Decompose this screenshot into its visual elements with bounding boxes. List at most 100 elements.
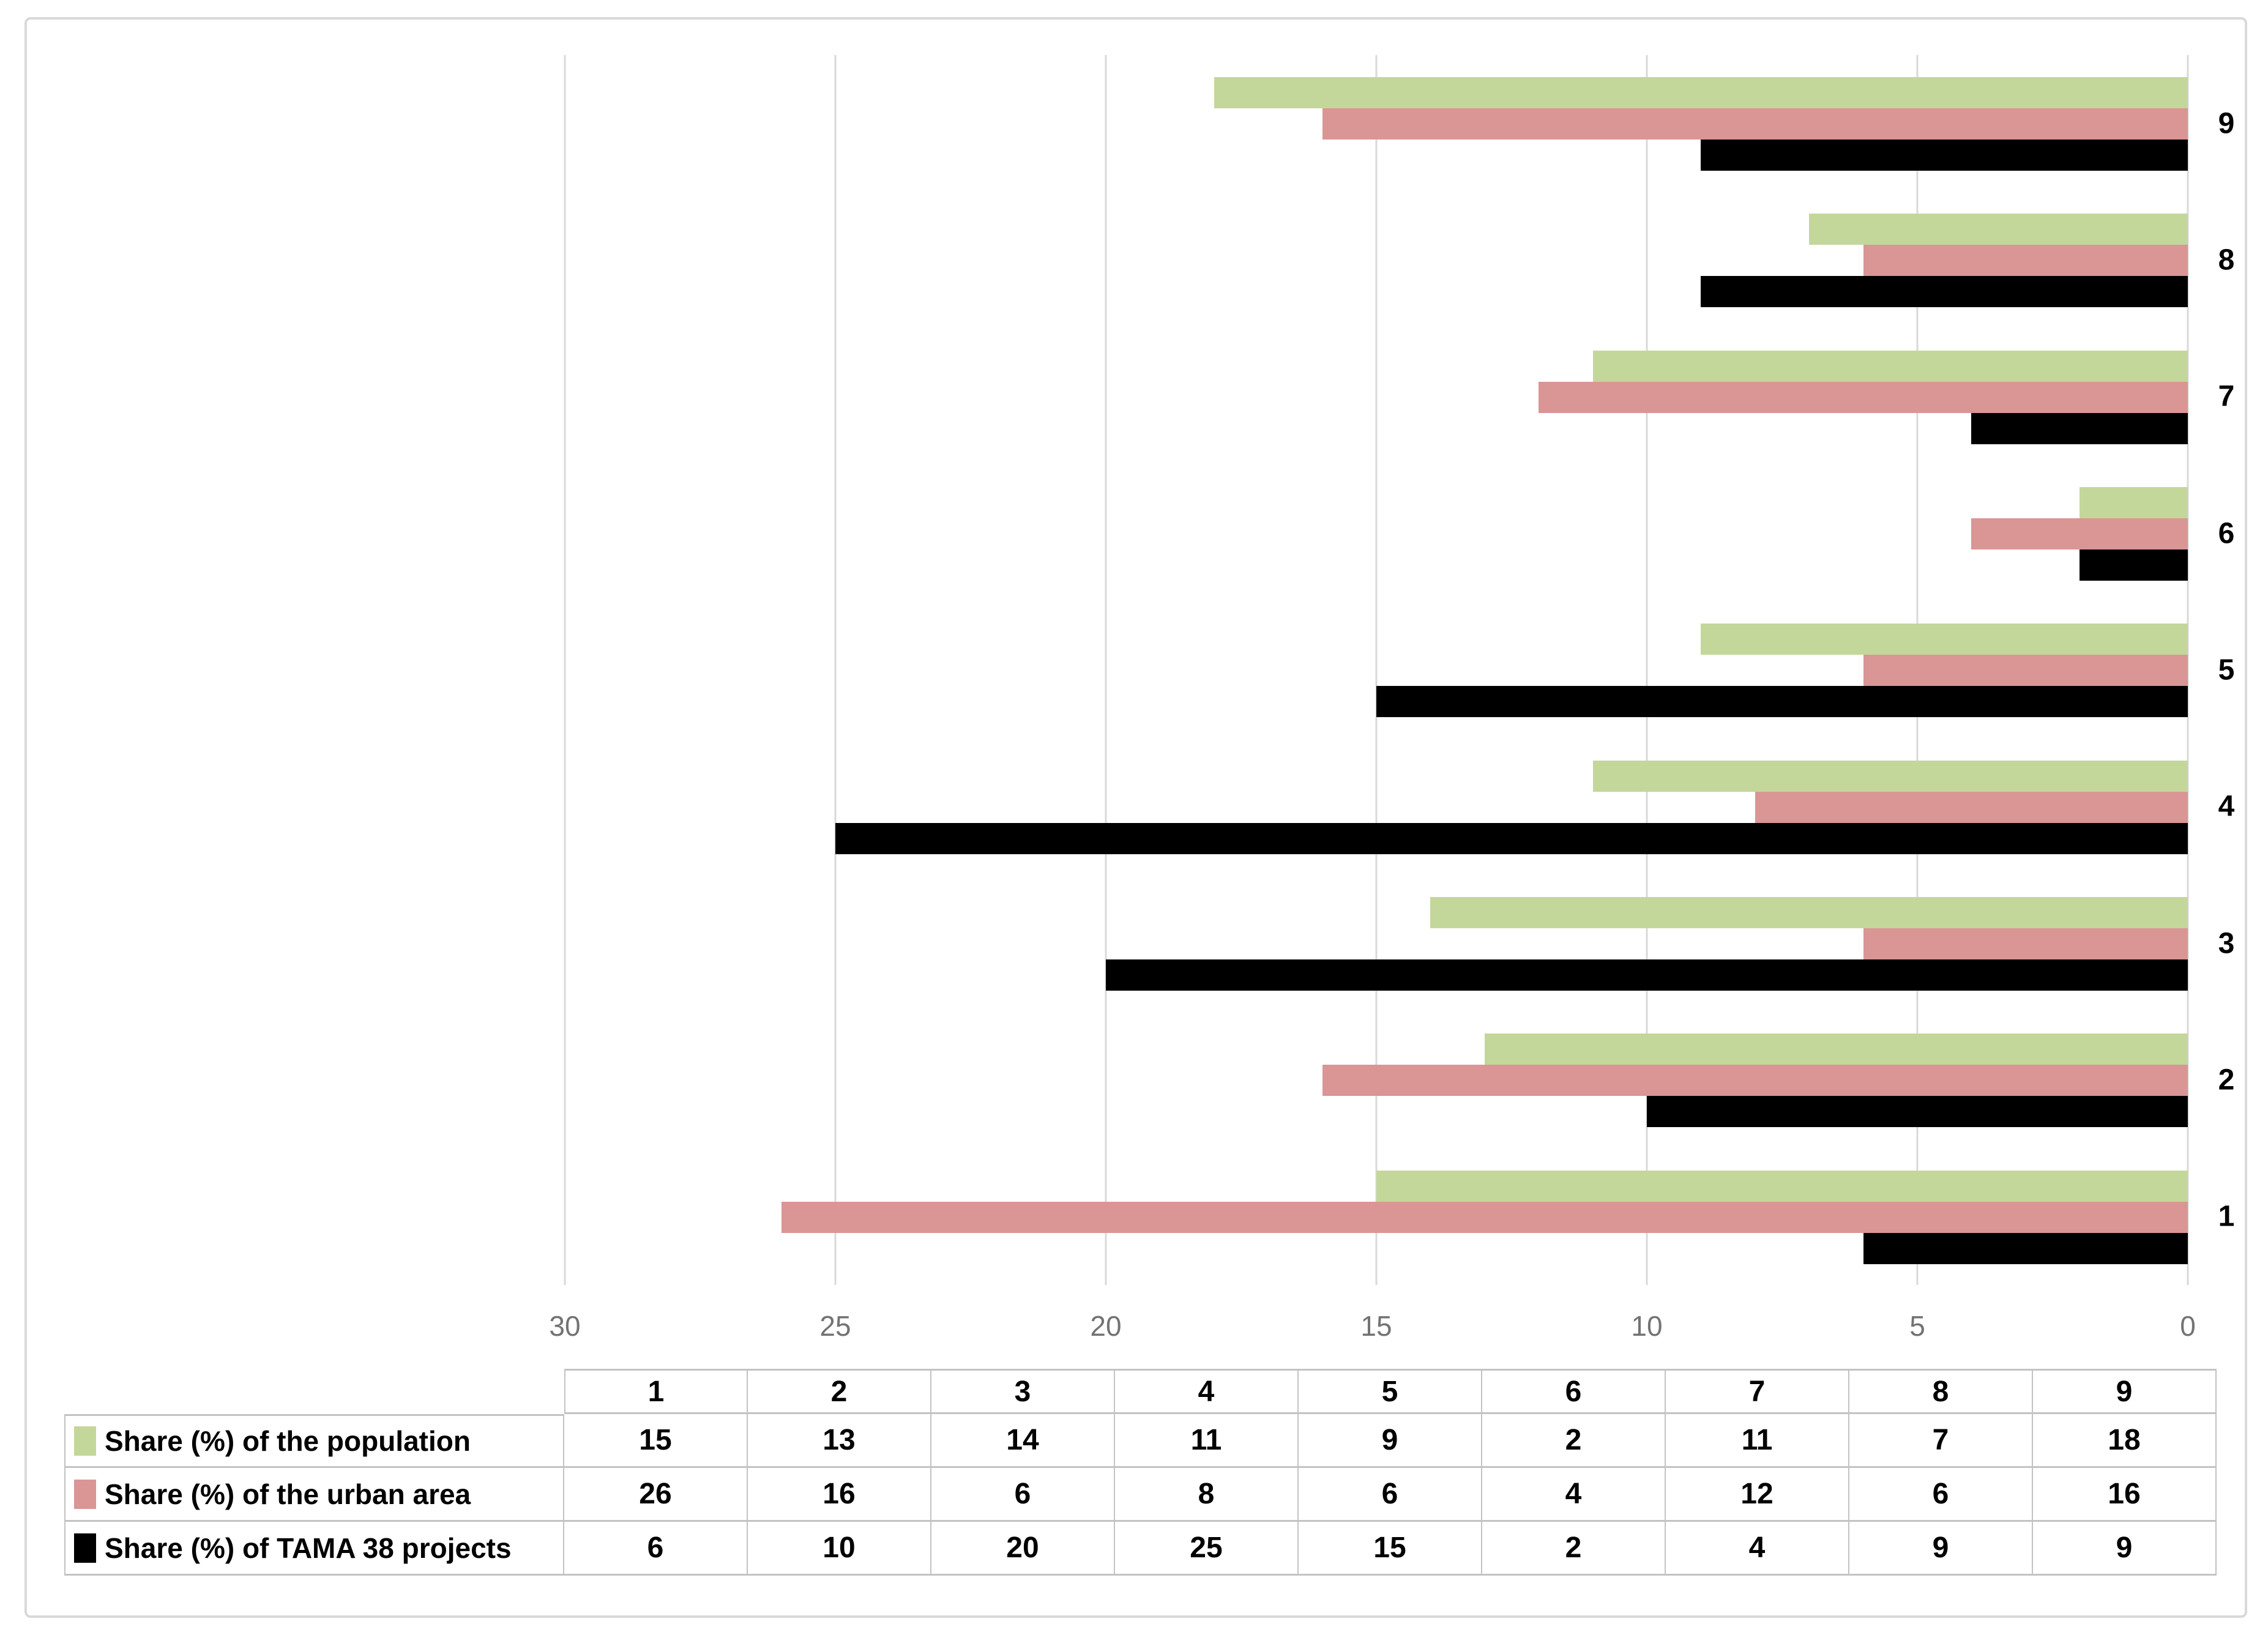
value-tick-label-15: 15 <box>1360 1310 1392 1342</box>
bar-series3-category4 <box>835 822 2188 854</box>
bar-series1-category4 <box>1592 760 2188 792</box>
table-value-cell-series2-category7: 12 <box>1666 1468 1849 1522</box>
series-name-label: Share (%) of TAMA 38 projects <box>105 1532 512 1564</box>
bar-series2-category1 <box>781 1201 2188 1233</box>
category-label-2: 2 <box>2218 1063 2235 1097</box>
bar-series2-category2 <box>1322 1065 2188 1097</box>
table-value-cell-series1-category1: 15 <box>564 1414 748 1468</box>
legend-swatch-series2 <box>74 1479 96 1509</box>
value-tick-label-5: 5 <box>1909 1310 1925 1342</box>
bar-series1-category8 <box>1809 214 2188 245</box>
bar-series2-category4 <box>1755 791 2188 823</box>
legend-swatch-series3 <box>74 1533 96 1563</box>
data-table-with-legend: 1 2 3 4 5 6 7 8 9 Share (%) of the population 15 13… <box>64 1369 2217 1576</box>
bar-series1-category5 <box>1701 624 2188 655</box>
category-label-9: 9 <box>2218 107 2235 140</box>
table-header-cell-5: 5 <box>1299 1369 1482 1414</box>
bar-series1-category3 <box>1430 897 2188 928</box>
table-corner-cell <box>64 1369 564 1414</box>
bar-series3-category1 <box>1863 1232 2188 1264</box>
gridline-25 <box>834 55 837 1285</box>
table-header-cell-9: 9 <box>2033 1369 2217 1414</box>
category-label-1: 1 <box>2218 1200 2235 1233</box>
chart-frame <box>24 17 2247 1618</box>
table-value-cell-series1-category5: 9 <box>1299 1414 1482 1468</box>
value-tick-label-20: 20 <box>1090 1310 1122 1342</box>
table-series-row-2: Share (%) of the urban area 26 16 6 8 6 4 12 6 16 <box>64 1468 2217 1522</box>
bar-series3-category8 <box>1701 276 2188 308</box>
table-value-cell-series3-category8: 9 <box>1849 1522 2033 1576</box>
legend-swatch-series1 <box>74 1426 96 1456</box>
bar-series2-category6 <box>1971 518 2188 549</box>
table-series-row-3: Share (%) of TAMA 38 projects 6 10 20 25 15 2 4… <box>64 1522 2217 1576</box>
table-series-row-1: Share (%) of the population 15 13 14 11 9 2 11 7… <box>64 1414 2217 1468</box>
table-header-cell-3: 3 <box>931 1369 1115 1414</box>
gridline-30 <box>564 55 566 1285</box>
bar-series2-category9 <box>1322 108 2188 140</box>
series-name-cell: Share (%) of the urban area <box>64 1468 564 1522</box>
bar-series1-category7 <box>1592 350 2188 382</box>
table-value-cell-series1-category4: 11 <box>1115 1414 1299 1468</box>
category-axis-labels: 1 2 3 4 5 6 7 8 9 <box>2191 55 2262 1285</box>
series-name-label: Share (%) of the population <box>105 1425 471 1457</box>
bar-series1-category9 <box>1214 77 2188 108</box>
table-value-cell-series2-category1: 26 <box>564 1468 748 1522</box>
gridline-15 <box>1375 55 1378 1285</box>
table-value-cell-series2-category8: 6 <box>1849 1468 2033 1522</box>
table-value-cell-series1-category8: 7 <box>1849 1414 2033 1468</box>
table-value-cell-series3-category9: 9 <box>2033 1522 2217 1576</box>
table-value-cell-series2-category2: 16 <box>748 1468 931 1522</box>
table-header-cell-7: 7 <box>1666 1369 1849 1414</box>
bar-series2-category7 <box>1539 381 2188 413</box>
bar-series3-category5 <box>1376 686 2188 718</box>
bar-series1-category6 <box>2080 487 2188 518</box>
plot-area <box>564 55 2189 1285</box>
series-name-cell: Share (%) of the population <box>64 1414 564 1468</box>
bar-series1-category2 <box>1484 1033 2188 1065</box>
table-header-cell-8: 8 <box>1849 1369 2033 1414</box>
category-label-4: 4 <box>2218 790 2235 823</box>
category-label-8: 8 <box>2218 244 2235 277</box>
value-axis-tick-labels: 30 25 20 15 10 5 0 <box>549 1306 2195 1346</box>
table-header-cell-2: 2 <box>748 1369 931 1414</box>
category-label-6: 6 <box>2218 517 2235 550</box>
table-value-cell-series2-category6: 4 <box>1482 1468 1666 1522</box>
gridline-20 <box>1105 55 1107 1285</box>
bar-series3-category2 <box>1647 1096 2188 1128</box>
table-value-cell-series1-category9: 18 <box>2033 1414 2217 1468</box>
category-label-7: 7 <box>2218 380 2235 413</box>
value-tick-label-30: 30 <box>549 1310 581 1342</box>
value-tick-label-10: 10 <box>1631 1310 1663 1342</box>
table-value-cell-series3-category1: 6 <box>564 1522 748 1576</box>
table-value-cell-series1-category6: 2 <box>1482 1414 1666 1468</box>
bar-series2-category3 <box>1863 928 2188 959</box>
table-value-cell-series3-category3: 20 <box>931 1522 1115 1576</box>
series-name-cell: Share (%) of TAMA 38 projects <box>64 1522 564 1576</box>
series-name-label: Share (%) of the urban area <box>105 1478 471 1510</box>
table-header-cell-6: 6 <box>1482 1369 1666 1414</box>
bar-series3-category9 <box>1701 140 2188 171</box>
table-header-cell-1: 1 <box>564 1369 748 1414</box>
table-value-cell-series2-category5: 6 <box>1299 1468 1482 1522</box>
table-value-cell-series3-category6: 2 <box>1482 1522 1666 1576</box>
value-tick-label-25: 25 <box>819 1310 851 1342</box>
category-label-3: 3 <box>2218 927 2235 960</box>
table-value-cell-series2-category4: 8 <box>1115 1468 1299 1522</box>
bar-series3-category3 <box>1106 959 2188 991</box>
table-value-cell-series2-category9: 16 <box>2033 1468 2217 1522</box>
table-value-cell-series3-category2: 10 <box>748 1522 931 1576</box>
table-value-cell-series1-category7: 11 <box>1666 1414 1849 1468</box>
value-tick-label-0: 0 <box>2180 1310 2196 1342</box>
bar-series2-category5 <box>1863 655 2188 687</box>
table-header-cell-4: 4 <box>1115 1369 1299 1414</box>
bar-series2-category8 <box>1863 245 2188 277</box>
table-value-cell-series2-category3: 6 <box>931 1468 1115 1522</box>
table-value-cell-series3-category4: 25 <box>1115 1522 1299 1576</box>
table-value-cell-series1-category2: 13 <box>748 1414 931 1468</box>
table-value-cell-series1-category3: 14 <box>931 1414 1115 1468</box>
category-label-5: 5 <box>2218 654 2235 687</box>
table-value-cell-series3-category5: 15 <box>1299 1522 1482 1576</box>
gridline-0 <box>2187 55 2189 1285</box>
